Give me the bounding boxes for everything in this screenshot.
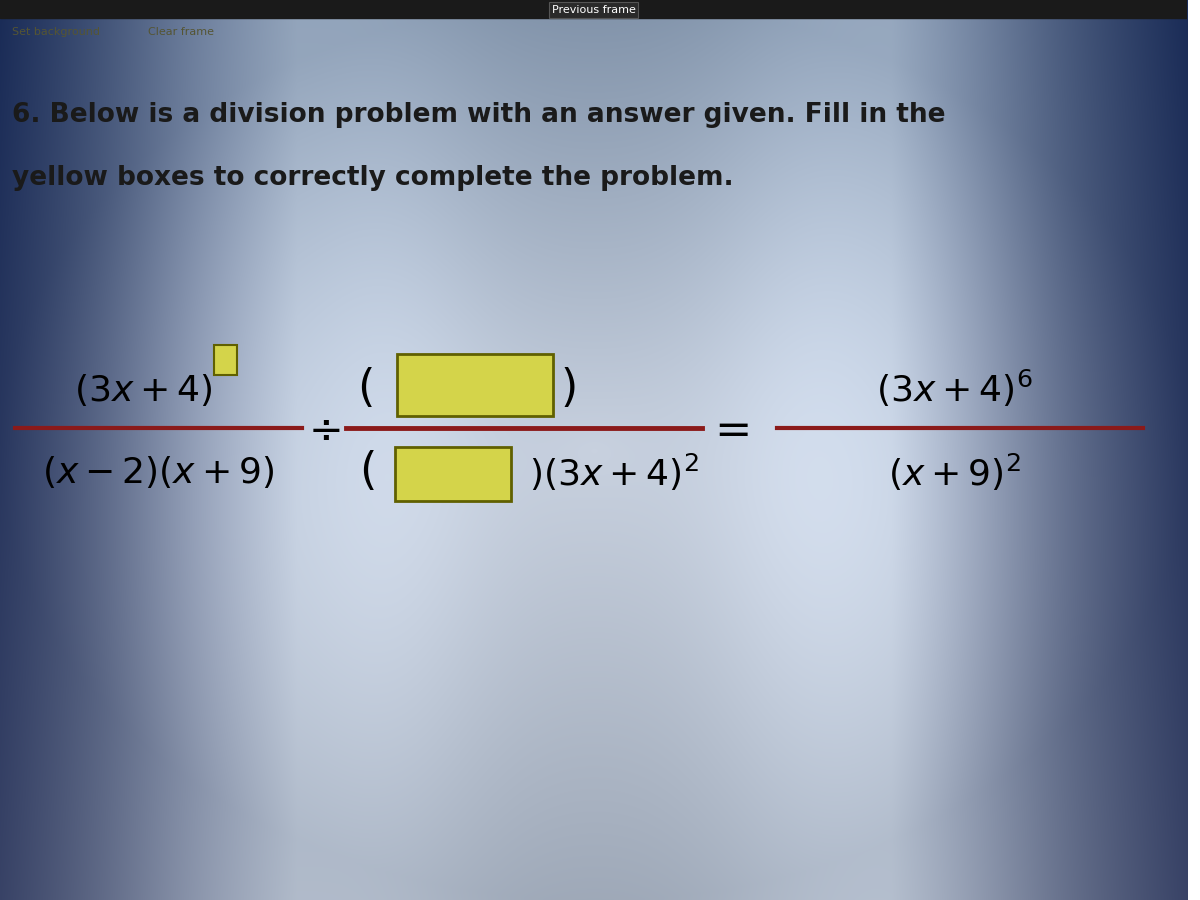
Text: $(x+9)^2$: $(x+9)^2$ xyxy=(888,452,1021,492)
FancyBboxPatch shape xyxy=(397,354,552,416)
FancyBboxPatch shape xyxy=(214,345,238,375)
Bar xyxy=(0,0,1187,18)
Text: yellow boxes to correctly complete the problem.: yellow boxes to correctly complete the p… xyxy=(12,165,733,191)
Text: (: ( xyxy=(359,451,377,493)
Text: Set background: Set background xyxy=(12,27,100,37)
Text: $=$: $=$ xyxy=(706,408,749,451)
Text: Previous frame: Previous frame xyxy=(552,5,636,15)
Text: $\div$: $\div$ xyxy=(308,408,341,450)
FancyBboxPatch shape xyxy=(395,447,511,501)
Text: 6. Below is a division problem with an answer given. Fill in the: 6. Below is a division problem with an a… xyxy=(12,102,946,128)
Text: $(x-2)(x+9)$: $(x-2)(x+9)$ xyxy=(42,454,275,490)
Text: (: ( xyxy=(358,366,374,410)
Text: $)(3x+4)^2$: $)(3x+4)^2$ xyxy=(529,452,700,492)
Text: $(3x+4)$: $(3x+4)$ xyxy=(74,372,212,408)
Text: $(3x+4)^6$: $(3x+4)^6$ xyxy=(876,367,1033,409)
Text: Clear frame: Clear frame xyxy=(149,27,215,37)
Text: ): ) xyxy=(560,366,577,410)
